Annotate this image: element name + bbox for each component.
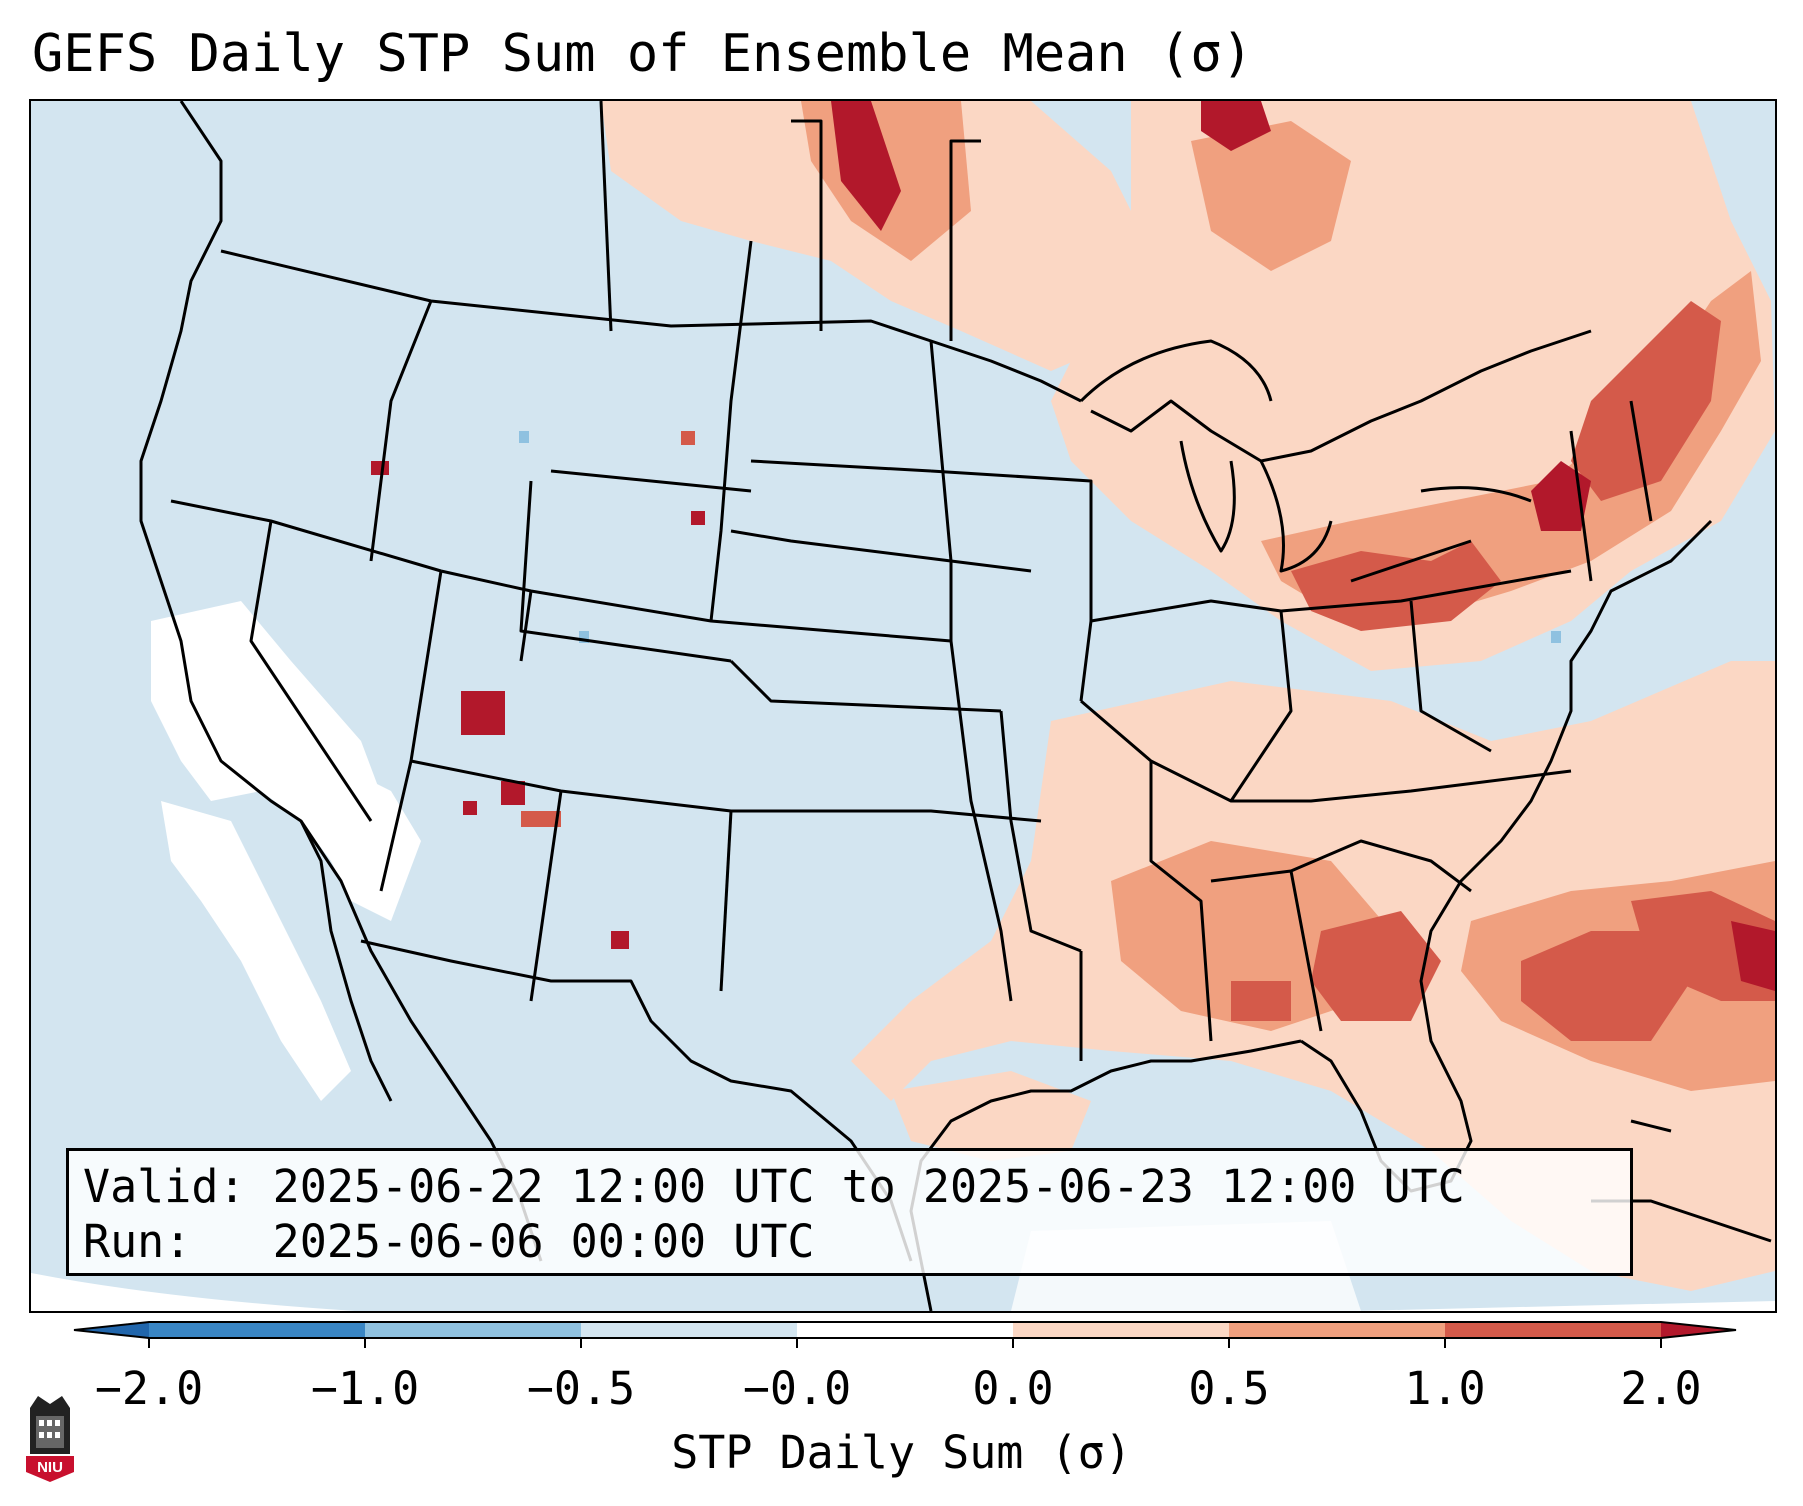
colorbar-tick-label: 1.0 [1404, 1362, 1486, 1415]
negative-anomaly-cells [519, 431, 1561, 643]
colorbar-over-arrow [1661, 1322, 1736, 1338]
colorbar-tick-label: 2.0 [1620, 1362, 1702, 1415]
colorbar-tick-label: 0.0 [972, 1362, 1054, 1415]
run-value: 2025-06-06 00:00 UTC [272, 1215, 815, 1268]
valid-label: Valid: [83, 1160, 246, 1213]
colorbar-tick-label: −0.5 [526, 1362, 636, 1415]
colorbar-bin [1445, 1322, 1662, 1338]
positive-anomaly-fields [371, 101, 1775, 1291]
colorbar-tick-label: −1.0 [310, 1362, 420, 1415]
colorbar-bin [581, 1322, 798, 1338]
chart-title: GEFS Daily STP Sum of Ensemble Mean (σ) [32, 24, 1253, 84]
neutral-zone [151, 601, 1361, 1311]
colorbar [73, 1321, 1737, 1348]
boundaries [139, 101, 1772, 1311]
stp-map [31, 101, 1775, 1311]
colorbar-label: STP Daily Sum (σ) [671, 1426, 1132, 1479]
colorbar-bin [149, 1322, 366, 1338]
colorbar-tick-label: −0.0 [742, 1362, 852, 1415]
map-panel [29, 99, 1777, 1313]
colorbar-bin [797, 1322, 1014, 1338]
colorbar-tick-label: 0.5 [1188, 1362, 1270, 1415]
colorbar-bin [1229, 1322, 1446, 1338]
info-box: Valid: 2025-06-22 12:00 UTC to 2025-06-2… [66, 1148, 1633, 1276]
niu-logo: NIU [26, 1396, 74, 1482]
colorbar-tick-label: −2.0 [94, 1362, 204, 1415]
valid-value: 2025-06-22 12:00 UTC to 2025-06-23 12:00… [272, 1160, 1465, 1213]
colorbar-under-arrow [74, 1322, 149, 1338]
colorbar-bin [1013, 1322, 1230, 1338]
logo-text: NIU [37, 1459, 63, 1476]
run-label: Run: [83, 1215, 192, 1268]
colorbar-bin [365, 1322, 582, 1338]
